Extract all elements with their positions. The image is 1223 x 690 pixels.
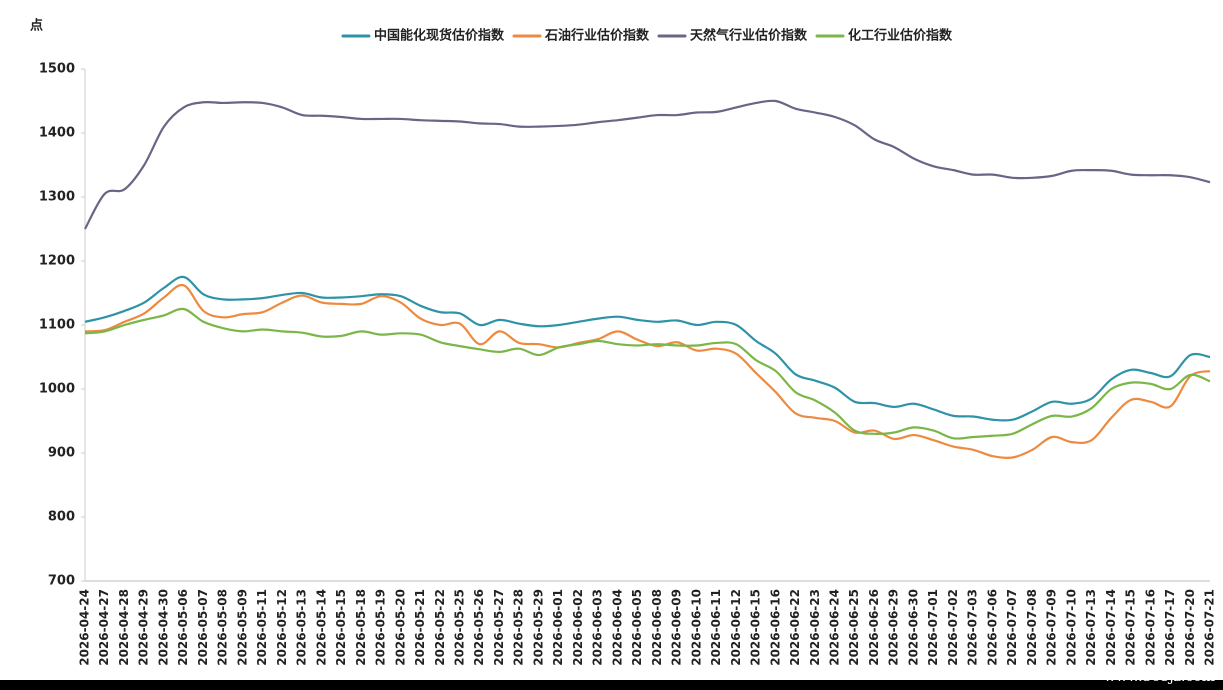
x-tick-label: 2026-05-07	[196, 589, 210, 666]
watermark: www.365jz.com	[1104, 669, 1215, 685]
x-tick-label: 2026-06-24	[828, 589, 842, 666]
x-tick-label: 2026-04-29	[137, 589, 151, 666]
x-tick-label: 2026-05-18	[354, 589, 368, 666]
y-axis-label: 点	[30, 18, 43, 34]
x-tick-label: 2026-06-22	[788, 589, 802, 666]
y-tick-label: 1000	[39, 382, 75, 397]
x-tick-label: 2026-07-09	[1045, 589, 1059, 666]
x-tick-label: 2026-07-16	[1143, 589, 1157, 666]
x-tick-label: 2026-06-03	[591, 589, 605, 666]
x-tick-label: 2026-05-15	[334, 589, 348, 666]
series-line	[84, 275, 1211, 422]
x-tick-label: 2026-05-14	[314, 589, 328, 666]
x-tick-label: 2026-06-01	[551, 589, 565, 666]
x-tick-label: 2026-05-22	[433, 589, 447, 666]
x-tick-label: 2026-06-30	[906, 589, 920, 666]
x-tick-label: 2026-05-11	[255, 589, 269, 666]
x-tick-label: 2026-07-02	[946, 589, 960, 666]
x-tick-label: 2026-06-10	[689, 589, 703, 666]
series-line	[84, 307, 1211, 440]
x-tick-label: 2026-06-26	[867, 589, 881, 666]
legend: 中国能化现货估价指数 石油行业估价指数 天然气行业估价指数 化工行业估价指数	[341, 28, 953, 44]
y-tick-label: 1100	[39, 318, 75, 333]
x-tick-label: 2026-06-23	[808, 589, 822, 666]
y-tick-label: 900	[48, 446, 75, 461]
x-tick-label: 2026-05-12	[275, 589, 289, 666]
y-tick-label: 800	[48, 510, 75, 525]
x-tick-label: 2026-04-27	[97, 589, 111, 666]
legend-label: 化工行业估价指数	[848, 28, 953, 44]
y-tick-label: 1500	[39, 62, 75, 77]
x-tick-label: 2026-04-30	[156, 589, 170, 666]
x-tick-label: 2026-05-25	[453, 589, 467, 666]
bottom-bar	[0, 680, 1223, 690]
y-tick-label: 700	[48, 574, 75, 589]
legend-label: 天然气行业估价指数	[690, 28, 808, 44]
x-tick-label: 2026-06-11	[709, 589, 723, 666]
x-tick-label: 2026-06-05	[630, 589, 644, 666]
x-tick-label: 2026-05-09	[235, 589, 249, 666]
x-tick-label: 2026-06-15	[749, 589, 763, 666]
x-tick-label: 2026-07-21	[1203, 589, 1217, 666]
x-tick-label: 2026-07-14	[1104, 589, 1118, 666]
y-tick-label: 1300	[39, 190, 75, 205]
x-tick-label: 2026-07-10	[1064, 589, 1078, 666]
x-tick-label: 2026-07-03	[966, 589, 980, 666]
y-tick-label: 1400	[39, 126, 75, 141]
x-tick-label: 2026-07-20	[1183, 589, 1197, 666]
legend-label: 中国能化现货估价指数	[374, 28, 505, 44]
series-line	[84, 283, 1211, 460]
x-tick-label: 2026-04-24	[78, 589, 92, 666]
x-tick-label: 2026-06-02	[571, 589, 585, 666]
x-tick-label: 2026-06-25	[847, 589, 861, 666]
x-tick-label: 2026-07-06	[985, 589, 999, 666]
legend-label: 石油行业估价指数	[544, 28, 650, 44]
series-line	[84, 99, 1211, 230]
x-tick-label: 2026-07-07	[1005, 589, 1019, 666]
x-tick-label: 2026-06-08	[650, 589, 664, 666]
x-tick-label: 2026-05-29	[531, 589, 545, 666]
x-tick-label: 2026-07-13	[1084, 589, 1098, 666]
x-tick-label: 2026-04-28	[117, 589, 131, 666]
x-tick-label: 2026-05-19	[374, 589, 388, 666]
x-tick-label: 2026-06-04	[610, 589, 624, 666]
x-tick-label: 2026-07-15	[1124, 589, 1138, 666]
x-tick-label: 2026-06-29	[887, 589, 901, 666]
x-tick-label: 2026-05-13	[295, 589, 309, 666]
x-tick-label: 2026-07-01	[926, 589, 940, 666]
x-tick-label: 2026-05-20	[393, 589, 407, 666]
x-tick-label: 2026-05-26	[472, 589, 486, 666]
x-tick-label: 2026-06-09	[670, 589, 684, 666]
x-tick-label: 2026-05-28	[512, 589, 526, 666]
x-tick-label: 2026-07-08	[1025, 589, 1039, 666]
x-tick-label: 2026-06-12	[729, 589, 743, 666]
x-tick-label: 2026-05-21	[413, 589, 427, 666]
x-tick-label: 2026-07-17	[1163, 589, 1177, 666]
y-tick-label: 1200	[39, 254, 75, 269]
x-tick-label: 2026-05-06	[176, 589, 190, 666]
x-tick-label: 2026-05-08	[216, 589, 230, 666]
x-tick-label: 2026-06-16	[768, 589, 782, 666]
x-tick-label: 2026-05-27	[492, 589, 506, 666]
